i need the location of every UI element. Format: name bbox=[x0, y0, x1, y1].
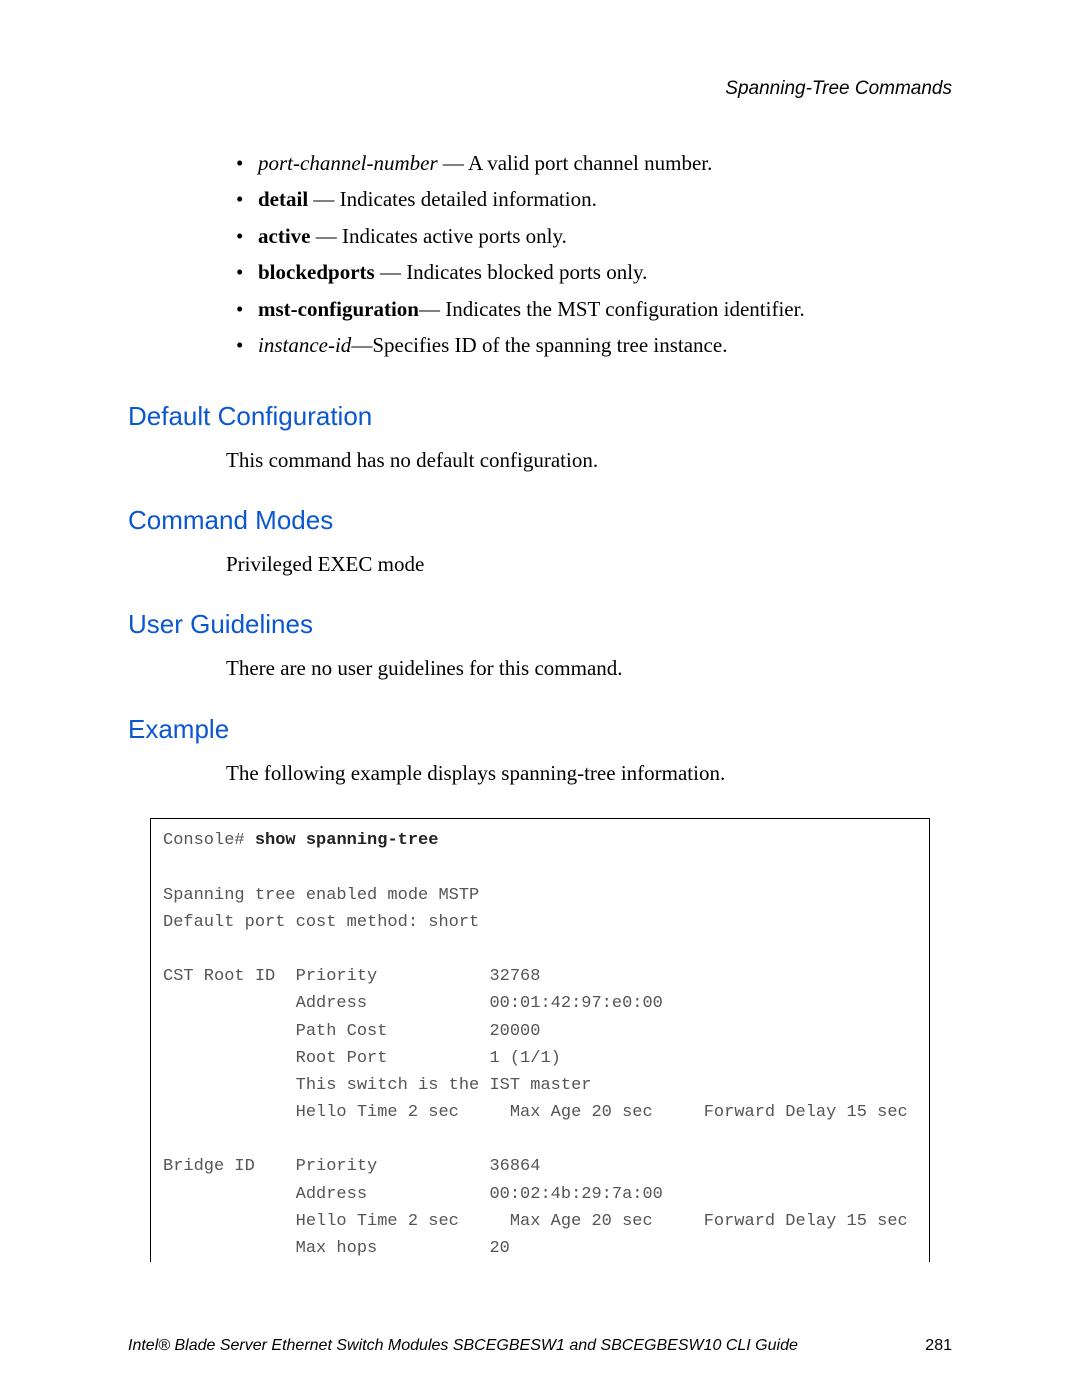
page-footer: Intel® Blade Server Ethernet Switch Modu… bbox=[128, 1337, 952, 1355]
body-user-guidelines: There are no user guidelines for this co… bbox=[226, 654, 952, 683]
heading-example: Example bbox=[128, 714, 952, 745]
console-line: Hello Time 2 sec Max Age 20 sec Forward … bbox=[163, 1212, 908, 1231]
param-term: mst-configuration bbox=[258, 297, 419, 321]
console-prompt: Console# bbox=[163, 831, 255, 850]
console-line: Root Port 1 (1/1) bbox=[163, 1049, 561, 1068]
console-line: Max hops 20 bbox=[163, 1239, 510, 1258]
document-page: Spanning-Tree Commands port-channel-numb… bbox=[0, 0, 1080, 1397]
list-item: mst-configuration— Indicates the MST con… bbox=[258, 294, 952, 324]
console-line: This switch is the IST master bbox=[163, 1076, 591, 1095]
param-sep: — bbox=[310, 224, 342, 248]
list-item: port-channel-number — A valid port chann… bbox=[258, 148, 952, 178]
list-item: active — Indicates active ports only. bbox=[258, 221, 952, 251]
running-header: Spanning-Tree Commands bbox=[128, 78, 952, 100]
console-command: show spanning-tree bbox=[255, 831, 439, 850]
param-desc: Indicates blocked ports only. bbox=[406, 260, 647, 284]
console-line: Spanning tree enabled mode MSTP bbox=[163, 886, 479, 905]
console-line: Bridge ID Priority 36864 bbox=[163, 1157, 540, 1176]
console-line: Hello Time 2 sec Max Age 20 sec Forward … bbox=[163, 1103, 908, 1122]
body-default-configuration: This command has no default configuratio… bbox=[226, 446, 952, 475]
param-desc: Indicates active ports only. bbox=[342, 224, 567, 248]
footer-title: Intel® Blade Server Ethernet Switch Modu… bbox=[128, 1337, 798, 1355]
param-term: blockedports bbox=[258, 260, 375, 284]
param-sep: — bbox=[438, 151, 468, 175]
heading-command-modes: Command Modes bbox=[128, 505, 952, 536]
console-line: CST Root ID Priority 32768 bbox=[163, 967, 540, 986]
param-sep: — bbox=[351, 333, 372, 357]
param-desc: Specifies ID of the spanning tree instan… bbox=[372, 333, 727, 357]
console-line: Path Cost 20000 bbox=[163, 1022, 540, 1041]
list-item: instance-id—Specifies ID of the spanning… bbox=[258, 330, 952, 360]
parameters-list: port-channel-number — A valid port chann… bbox=[128, 148, 952, 361]
list-item: detail — Indicates detailed information. bbox=[258, 184, 952, 214]
param-term: port-channel-number bbox=[258, 151, 438, 175]
console-line: Default port cost method: short bbox=[163, 913, 479, 932]
param-term: active bbox=[258, 224, 310, 248]
param-term: instance-id bbox=[258, 333, 351, 357]
param-desc: Indicates the MST configuration identifi… bbox=[445, 297, 804, 321]
param-desc: A valid port channel number. bbox=[468, 151, 712, 175]
param-term: detail bbox=[258, 187, 308, 211]
param-sep: — bbox=[375, 260, 407, 284]
list-item: blockedports — Indicates blocked ports o… bbox=[258, 257, 952, 287]
console-output: Console# show spanning-tree Spanning tre… bbox=[150, 818, 930, 1262]
console-line: Address 00:02:4b:29:7a:00 bbox=[163, 1185, 663, 1204]
param-sep: — bbox=[308, 187, 340, 211]
console-line: Address 00:01:42:97:e0:00 bbox=[163, 994, 663, 1013]
param-sep: — bbox=[419, 297, 445, 321]
param-desc: Indicates detailed information. bbox=[340, 187, 597, 211]
heading-user-guidelines: User Guidelines bbox=[128, 609, 952, 640]
body-command-modes: Privileged EXEC mode bbox=[226, 550, 952, 579]
heading-default-configuration: Default Configuration bbox=[128, 401, 952, 432]
page-number: 281 bbox=[925, 1337, 952, 1355]
body-example: The following example displays spanning-… bbox=[226, 759, 952, 788]
